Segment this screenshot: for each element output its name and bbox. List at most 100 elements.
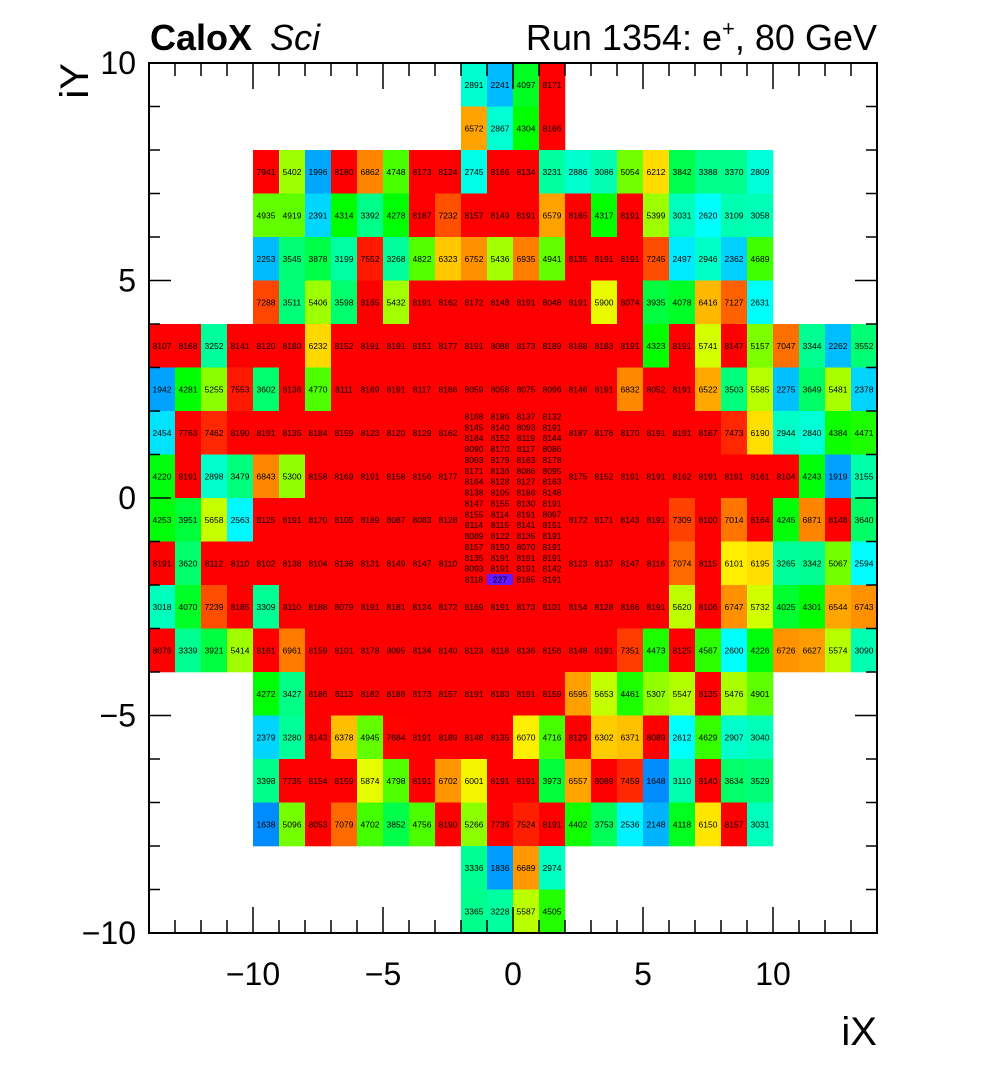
heatmap-cell — [721, 585, 748, 629]
heatmap-cell — [747, 759, 774, 803]
cell-value-label: 8147 — [621, 558, 640, 568]
cell-value-label: 7462 — [205, 428, 224, 438]
heatmap-cell — [331, 628, 358, 673]
cell-value-label: 8172 — [569, 515, 588, 525]
cell-value-label: 8110 — [439, 558, 458, 568]
heatmap-cell — [279, 454, 306, 499]
heatmap-cell — [643, 367, 670, 412]
heatmap-cell — [565, 585, 592, 629]
heatmap-cell — [487, 63, 514, 107]
cell-value-label: 2536 — [621, 819, 640, 829]
cell-value-label: 8183 — [491, 689, 510, 699]
cell-value-label: 8182 — [361, 689, 380, 699]
heatmap-cell — [461, 585, 488, 629]
cell-value-label: 8191 — [413, 732, 432, 742]
cell-value-label: 3280 — [283, 732, 302, 742]
cell-value-label: 8130 — [517, 498, 536, 508]
heatmap-cell — [721, 367, 748, 412]
heatmap-cell — [617, 759, 644, 803]
heatmap-cell — [721, 280, 748, 325]
cell-value-label: 3479 — [231, 471, 250, 481]
heatmap-cell — [539, 487, 566, 499]
heatmap-cell — [279, 802, 306, 847]
cell-value-label: 8148 — [829, 515, 848, 525]
cell-value-label: 8191 — [569, 297, 588, 307]
heatmap-cell — [513, 367, 540, 412]
heatmap-cell — [279, 541, 306, 586]
cell-value-label: 8176 — [595, 428, 614, 438]
cell-value-label: 8141 — [517, 520, 536, 530]
cell-value-label: 8161 — [257, 645, 276, 655]
cell-value-label: 7736 — [491, 819, 510, 829]
heatmap-cell — [539, 432, 566, 444]
heatmap-cell — [357, 324, 384, 368]
heatmap-cell — [539, 552, 566, 564]
heatmap-cell — [487, 324, 514, 368]
cell-value-label: 8123 — [569, 558, 588, 568]
cell-value-label: 2253 — [257, 254, 276, 264]
cell-value-label: 6070 — [517, 732, 536, 742]
cell-value-label: 7127 — [725, 297, 744, 307]
cell-value-label: 8191 — [465, 689, 484, 699]
heatmap-cell — [461, 889, 488, 934]
cell-value-label: 8167 — [699, 428, 718, 438]
cell-value-label: 8191 — [387, 384, 406, 394]
cell-value-label: 8191 — [465, 341, 484, 351]
cell-value-label: 3365 — [465, 906, 484, 916]
heatmap-cell — [513, 411, 540, 423]
heatmap-cell — [747, 411, 774, 455]
cell-value-label: 6862 — [361, 167, 380, 177]
cell-value-label: 8180 — [335, 167, 354, 177]
cell-value-label: 8191 — [543, 553, 562, 563]
cell-value-label: 7763 — [179, 428, 198, 438]
cell-value-label: 8134 — [413, 645, 432, 655]
cell-value-label: 5741 — [699, 341, 718, 351]
cell-value-label: 6961 — [283, 645, 302, 655]
heatmap-cell — [435, 498, 462, 542]
heatmap-cell — [565, 150, 592, 194]
y-tick-label: 10 — [100, 45, 136, 81]
heatmap-cell — [539, 443, 566, 455]
heatmap-cell — [253, 237, 280, 281]
x-tick-label: −5 — [365, 956, 401, 992]
heatmap-cell — [825, 628, 852, 673]
heatmap-cell — [669, 672, 696, 716]
heatmap-cell — [513, 889, 540, 934]
cell-value-label: 3339 — [179, 645, 198, 655]
heatmap-cell — [487, 432, 514, 444]
cell-value-label: 3951 — [179, 515, 198, 525]
cell-value-label: 7553 — [231, 384, 250, 394]
cell-value-label: 8143 — [309, 732, 328, 742]
heatmap-cell — [383, 150, 410, 194]
heatmap-cell — [617, 541, 644, 586]
heatmap-cell — [461, 628, 488, 673]
cell-value-label: 5587 — [517, 906, 536, 916]
run-label-superscript: + — [722, 16, 735, 41]
heatmap-cell — [591, 193, 618, 238]
heatmap-cell — [409, 628, 436, 673]
cell-value-label: 2974 — [543, 863, 562, 873]
heatmap-cell — [643, 715, 670, 760]
cell-value-label: 3265 — [777, 558, 796, 568]
heatmap-cell — [461, 367, 488, 412]
cell-value-label: 8119 — [517, 433, 536, 443]
heatmap-cell — [773, 367, 800, 412]
heatmap-cell — [591, 367, 618, 412]
cell-value-label: 6832 — [621, 384, 640, 394]
cell-value-label: 5067 — [829, 558, 848, 568]
cell-value-label: 8129 — [413, 428, 432, 438]
cell-value-label: 8190 — [439, 819, 458, 829]
cell-value-label: 2379 — [257, 732, 276, 742]
heatmap-cell — [487, 715, 514, 760]
cell-value-label: 8124 — [439, 167, 458, 177]
heatmap-cell — [435, 237, 462, 281]
cell-value-label: 2594 — [855, 558, 874, 568]
cell-value-label: 8159 — [543, 689, 562, 699]
heatmap-cell — [357, 411, 384, 455]
cell-value-label: 8152 — [335, 341, 354, 351]
cell-value-label: 5732 — [751, 602, 770, 612]
cell-value-label: 8154 — [569, 602, 588, 612]
experiment-subname: Sci — [270, 17, 321, 58]
cell-value-label: 7079 — [335, 819, 354, 829]
cell-value-label: 8191 — [517, 210, 536, 220]
